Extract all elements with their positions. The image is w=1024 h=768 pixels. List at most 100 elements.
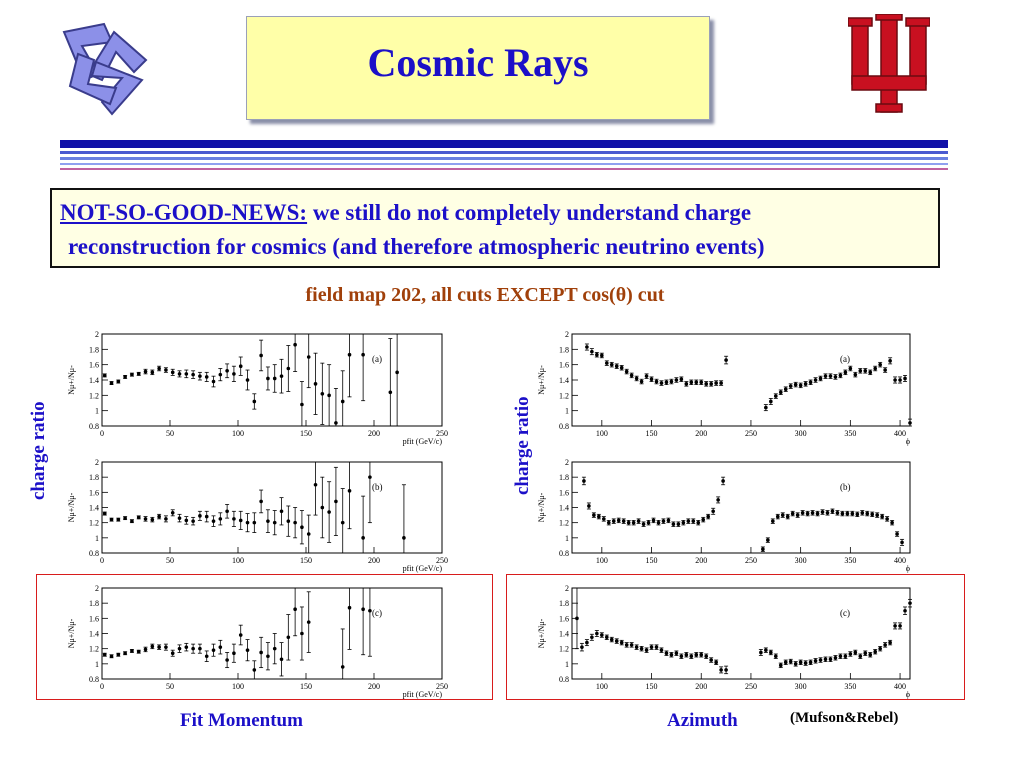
data-point bbox=[719, 668, 723, 672]
data-point bbox=[813, 659, 818, 663]
data-point bbox=[631, 520, 636, 525]
data-point bbox=[184, 645, 189, 649]
data-point bbox=[252, 668, 257, 672]
x-tick-label: 200 bbox=[368, 556, 380, 565]
y-tick-label: 1.4 bbox=[89, 376, 99, 385]
data-point bbox=[320, 392, 325, 396]
data-point bbox=[898, 378, 902, 382]
data-point bbox=[143, 369, 148, 374]
data-point bbox=[641, 522, 646, 526]
data-point bbox=[815, 511, 820, 516]
data-point bbox=[109, 654, 114, 659]
data-point bbox=[639, 379, 644, 384]
data-point bbox=[157, 645, 161, 649]
data-point bbox=[689, 380, 694, 385]
y-tick-label: 1.8 bbox=[89, 345, 99, 354]
data-point bbox=[898, 624, 902, 628]
data-point bbox=[674, 378, 679, 382]
data-point bbox=[130, 372, 134, 377]
x-tick-label: 100 bbox=[596, 556, 608, 565]
data-point bbox=[266, 376, 270, 381]
data-point bbox=[704, 654, 709, 659]
data-point bbox=[347, 489, 352, 493]
data-point bbox=[123, 651, 127, 656]
data-point bbox=[674, 651, 679, 656]
data-point bbox=[232, 372, 236, 376]
data-point bbox=[838, 373, 843, 378]
data-point bbox=[102, 373, 107, 378]
data-point bbox=[211, 379, 216, 384]
data-point bbox=[595, 631, 599, 636]
data-point bbox=[102, 511, 107, 516]
data-point bbox=[286, 366, 291, 371]
data-point bbox=[334, 499, 338, 504]
y-tick-label: 2 bbox=[565, 330, 569, 339]
data-point bbox=[286, 635, 291, 640]
y-tick-label: 0.8 bbox=[559, 422, 569, 431]
data-point bbox=[780, 513, 785, 517]
data-point bbox=[659, 648, 664, 652]
credit-text: (Mufson&Rebel) bbox=[790, 710, 899, 726]
x-tick-label: 200 bbox=[695, 429, 707, 438]
data-point bbox=[764, 648, 768, 652]
data-point bbox=[614, 639, 619, 643]
data-point bbox=[198, 646, 202, 651]
chart-panel-6: 0.8 1 1.2 1.4 1.6 1.8 2 100 150 200 250 300 350 400 Nμ… bbox=[537, 584, 912, 699]
data-point bbox=[306, 355, 311, 359]
header-stripe bbox=[60, 157, 948, 160]
data-point bbox=[238, 364, 243, 369]
panel-label: (a) bbox=[840, 354, 850, 364]
data-point bbox=[368, 608, 372, 613]
y-tick-label: 1.2 bbox=[89, 391, 99, 400]
x-tick-label: 200 bbox=[368, 429, 380, 438]
data-point bbox=[855, 512, 860, 517]
data-point bbox=[136, 515, 141, 520]
data-point bbox=[719, 381, 723, 385]
data-point bbox=[597, 514, 601, 519]
y-tick-label: 1 bbox=[565, 407, 569, 416]
data-point bbox=[184, 518, 189, 523]
data-point bbox=[575, 616, 579, 621]
y-tick-label: 0.8 bbox=[559, 549, 569, 558]
news-heading: NOT-SO-GOOD-NEWS: bbox=[60, 200, 308, 225]
data-point bbox=[619, 365, 624, 370]
data-point bbox=[649, 645, 654, 649]
data-point bbox=[769, 399, 773, 404]
data-point bbox=[232, 651, 236, 656]
plot-frame bbox=[101, 461, 443, 554]
data-point bbox=[651, 518, 656, 523]
data-point bbox=[177, 516, 182, 520]
y-tick-label: 1.6 bbox=[89, 488, 99, 497]
data-point bbox=[878, 646, 882, 651]
x-tick-label: 100 bbox=[232, 682, 244, 691]
x-tick-label: 300 bbox=[795, 429, 807, 438]
data-point bbox=[164, 368, 168, 372]
chart-panel-4: 0.8 1 1.2 1.4 1.6 1.8 2 100 150 200 250 300 350 400 Nμ… bbox=[537, 330, 912, 446]
data-point bbox=[218, 372, 223, 377]
data-point bbox=[604, 361, 609, 365]
data-point bbox=[903, 376, 907, 381]
y-tick-label: 1.6 bbox=[89, 614, 99, 623]
y-tick-label: 1 bbox=[95, 534, 99, 543]
data-point bbox=[711, 509, 715, 514]
data-point bbox=[706, 514, 710, 519]
data-point bbox=[634, 645, 639, 649]
data-point bbox=[666, 518, 671, 523]
y-tick-label: 2 bbox=[95, 458, 99, 467]
data-point bbox=[629, 373, 634, 378]
x-tick-label: 250 bbox=[745, 429, 757, 438]
data-point bbox=[109, 381, 114, 385]
data-point bbox=[136, 649, 141, 654]
data-point bbox=[649, 377, 654, 382]
header-stripe bbox=[60, 140, 948, 148]
data-point bbox=[191, 372, 195, 377]
data-point bbox=[177, 372, 182, 376]
y-tick-label: 2 bbox=[95, 330, 99, 339]
data-point bbox=[327, 393, 331, 398]
data-point bbox=[266, 519, 270, 523]
data-point bbox=[238, 518, 243, 523]
data-point bbox=[893, 624, 897, 628]
x-tick-label: 300 bbox=[795, 556, 807, 565]
plot-frame bbox=[571, 587, 911, 680]
data-point bbox=[873, 366, 878, 371]
